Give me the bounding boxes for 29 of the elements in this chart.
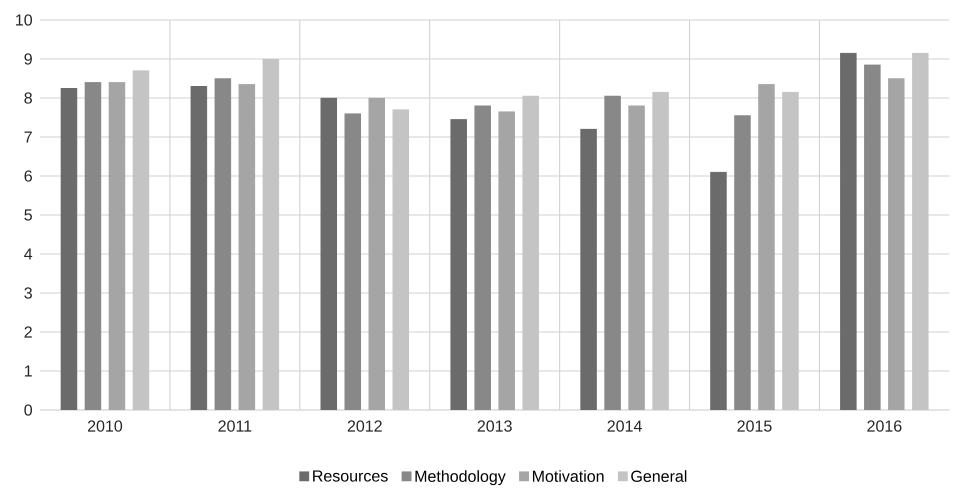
legend-label: Motivation	[532, 470, 604, 482]
bar	[498, 112, 515, 410]
bar	[108, 82, 126, 410]
y-tick-label: 8	[24, 92, 32, 104]
bar	[888, 78, 905, 410]
x-tick-label: 2016	[867, 420, 902, 432]
x-tick-label: 2012	[348, 420, 382, 432]
x-tick-label: 2010	[88, 420, 122, 432]
legend-label: Resources	[313, 470, 388, 482]
x-tick-label: 2014	[608, 420, 642, 432]
y-tick-label: 10	[16, 14, 32, 26]
legend-label: General	[631, 470, 686, 482]
y-tick-label: 9	[24, 54, 32, 65]
x-tick-label: 2011	[218, 420, 252, 432]
y-tick-label: 5	[24, 210, 32, 221]
bar	[758, 84, 775, 410]
bar	[368, 98, 386, 410]
y-tick-label: 6	[24, 170, 32, 182]
y-tick-label: 3	[24, 288, 32, 299]
x-tick-label: 2013	[478, 420, 512, 432]
y-tick-label: 0	[24, 404, 32, 416]
legend-label: Methodology	[415, 470, 506, 486]
y-tick-label: 4	[24, 248, 32, 260]
bar	[238, 84, 256, 410]
bar	[628, 106, 645, 410]
y-tick-label: 7	[24, 132, 32, 143]
x-tick-label: 2015	[737, 420, 772, 432]
y-tick-label: 2	[24, 326, 32, 338]
y-tick-label: 1	[24, 366, 32, 377]
